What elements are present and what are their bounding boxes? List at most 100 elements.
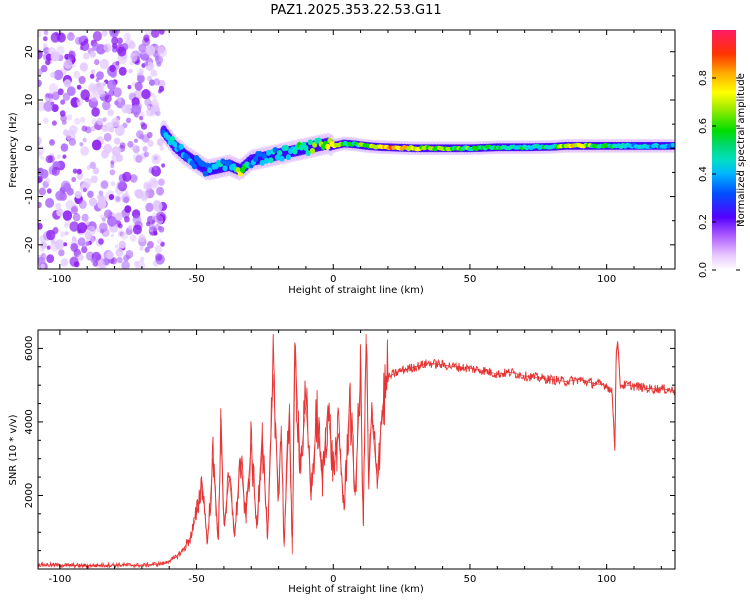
noise-blob [79, 142, 84, 147]
noise-blob [74, 117, 81, 125]
noise-blob [85, 220, 90, 226]
snr-plot: -100 -50 0 50 100 2000 4000 6000 Height of str… [8, 329, 676, 595]
ridge-core [200, 161, 206, 168]
noise-blob [40, 64, 48, 73]
noise-blob [46, 229, 56, 241]
noise-blob [100, 180, 109, 190]
noise-blob [77, 254, 84, 261]
noise-blob [47, 93, 53, 99]
noise-blob [157, 46, 165, 55]
ridge-core [268, 157, 274, 164]
noise-blob [110, 163, 115, 169]
noise-blob [81, 213, 89, 222]
noise-blob [77, 101, 82, 107]
noise-blob [103, 43, 112, 52]
noise-blob [144, 98, 152, 107]
noise-blob [119, 142, 126, 149]
noise-blob [70, 204, 78, 213]
noise-blob [158, 178, 165, 186]
noise-blob [61, 119, 67, 125]
noise-blob [121, 260, 130, 269]
noise-blob [115, 212, 123, 221]
colorbar-tick-label: 0.0 [698, 262, 709, 278]
x-tick-label: 50 [464, 274, 477, 285]
noise-blob [44, 92, 54, 102]
noise-blob [124, 190, 129, 195]
noise-blob [134, 81, 143, 91]
colorbar-tick-label: 0.2 [698, 214, 709, 230]
x-tick-label: 50 [464, 574, 477, 585]
noise-blob [89, 161, 97, 169]
noise-blob [99, 58, 109, 70]
noise-blob [108, 89, 115, 97]
noise-blob [127, 110, 132, 115]
noise-blob [40, 263, 45, 269]
noise-blob [60, 143, 69, 152]
noise-blob [114, 244, 119, 249]
noise-blob [64, 231, 69, 236]
noise-blob [114, 194, 122, 203]
noise-blob [149, 79, 155, 86]
noise-blob [62, 154, 67, 159]
noise-blob [140, 190, 149, 200]
noise-blob [63, 79, 72, 88]
noise-blob [89, 84, 96, 92]
noise-blob [48, 83, 59, 94]
noise-blob [140, 121, 146, 127]
noise-blob [70, 243, 79, 252]
noise-blob [63, 59, 73, 69]
noise-blob [147, 131, 153, 139]
noise-blob [76, 168, 82, 175]
noise-blob [51, 120, 57, 126]
noise-blob [143, 181, 152, 191]
noise-blob [138, 234, 146, 243]
noise-blob [158, 30, 165, 35]
noise-blob [129, 234, 137, 242]
noise-blob [92, 30, 102, 42]
noise-blob [121, 208, 130, 219]
ridge-core [325, 143, 331, 150]
noise-blob [147, 241, 154, 249]
noise-blob [66, 114, 73, 121]
noise-blob [109, 64, 116, 72]
noise-blob [45, 197, 55, 208]
noise-blob [91, 107, 100, 117]
noise-blob [131, 209, 141, 219]
noise-blob [107, 216, 117, 227]
noise-blob [38, 145, 45, 156]
noise-blob [140, 256, 145, 262]
noise-blob [139, 246, 144, 251]
noise-blob [127, 140, 134, 148]
noise-blob [153, 165, 158, 171]
noise-blob [152, 95, 157, 101]
noise-blob [80, 146, 89, 156]
noise-blob [39, 246, 45, 252]
figure-title: PAZ1.2025.353.22.53.G11 [270, 3, 441, 18]
snr-x-axis-label: Height of straight line (km) [288, 584, 424, 595]
noise-blob [45, 93, 50, 98]
noise-blob [131, 104, 142, 116]
noise-blob [160, 241, 165, 247]
noise-blob [99, 222, 108, 233]
noise-blob [154, 245, 163, 254]
noise-blob [72, 213, 81, 222]
ridge-core [191, 163, 197, 170]
noise-blob [154, 223, 161, 231]
noise-blob [110, 233, 115, 238]
colorbar-gradient [712, 30, 736, 270]
noise-blob [84, 38, 89, 44]
ridge-core [264, 157, 270, 164]
noise-blob [131, 97, 140, 107]
y-tick-label: 6000 [24, 336, 35, 361]
noise-blob [118, 66, 127, 76]
y-tick-label: 10 [24, 94, 35, 107]
noise-blob [107, 109, 114, 117]
x-tick-label: -100 [49, 274, 72, 285]
noise-blob [144, 61, 149, 67]
noise-blob [156, 211, 166, 222]
noise-blob [96, 71, 104, 80]
colorbar-label: Normalized spectral amplitude [736, 73, 747, 227]
noise-blob [124, 216, 130, 223]
